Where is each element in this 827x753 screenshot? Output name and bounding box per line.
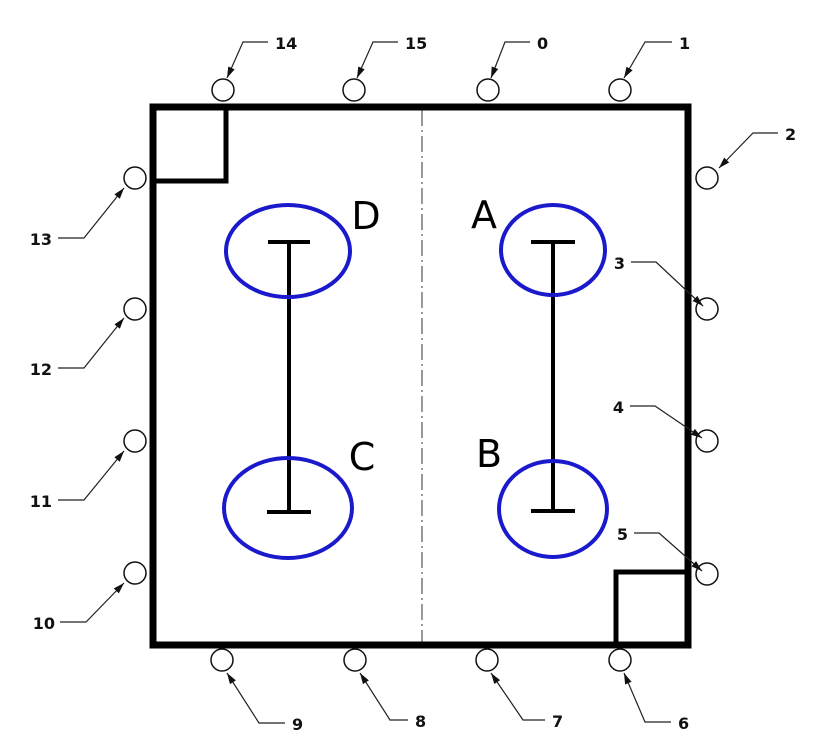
- point-6-marker: [608, 648, 632, 672]
- right-axle: [531, 240, 575, 513]
- point-7-arrowhead: [491, 673, 501, 685]
- point-12-label: 12: [30, 360, 52, 379]
- point-13-label: 13: [30, 230, 52, 249]
- chassis-frame: [149, 103, 692, 649]
- point-15-label: 15: [405, 34, 427, 53]
- point-5-arrowhead: [691, 561, 702, 571]
- point-3: 3: [614, 254, 719, 321]
- point-0-arrowhead: [491, 66, 499, 78]
- point-10-marker: [123, 561, 147, 585]
- point-7-label: 7: [552, 712, 563, 731]
- point-15-arrowhead: [357, 66, 365, 78]
- point-1-marker: [608, 78, 632, 102]
- point-6-arrowhead: [624, 673, 632, 685]
- point-14-arrowhead: [227, 66, 235, 78]
- point-9-arrowhead: [227, 673, 236, 685]
- point-1: 1: [608, 34, 690, 102]
- point-11-leader: [58, 450, 125, 501]
- point-15-marker: [342, 78, 366, 102]
- point-9-marker: [210, 648, 234, 672]
- point-10: 10: [33, 561, 147, 633]
- point-4-arrowhead: [690, 428, 702, 438]
- point-5-marker: [695, 562, 719, 586]
- point-3-arrowhead: [692, 295, 703, 306]
- point-11: 11: [30, 429, 147, 511]
- point-2-marker: [695, 166, 719, 190]
- point-4-leader: [630, 405, 703, 439]
- point-9-leader: [226, 672, 285, 724]
- point-8-marker: [343, 648, 367, 672]
- point-12-marker: [123, 297, 147, 321]
- wheel-a: [499, 203, 607, 297]
- point-2-arrowhead: [719, 157, 730, 168]
- point-9-label: 9: [292, 715, 303, 734]
- wheel-d-label: D: [351, 194, 380, 238]
- point-6: 6: [608, 648, 689, 733]
- point-3-label: 3: [614, 254, 625, 273]
- point-10-arrowhead: [113, 583, 124, 594]
- point-13: 13: [30, 166, 147, 249]
- wheel-a-label: A: [471, 193, 497, 237]
- point-14-marker: [211, 78, 235, 102]
- point-4: 4: [613, 398, 719, 453]
- point-8: 8: [343, 648, 426, 731]
- point-0-label: 0: [537, 34, 548, 53]
- wheel-c: [222, 456, 354, 560]
- point-6-leader: [623, 672, 671, 723]
- point-2-leader: [718, 132, 778, 169]
- corner-block-bottom-right: [613, 569, 688, 645]
- point-14: 14: [211, 34, 297, 102]
- point-7-marker: [475, 648, 499, 672]
- point-7-leader: [490, 672, 545, 721]
- point-2: 2: [695, 125, 796, 190]
- point-8-arrowhead: [360, 673, 369, 685]
- point-10-label: 10: [33, 614, 55, 633]
- point-5-label: 5: [617, 525, 628, 544]
- point-14-label: 14: [275, 34, 297, 53]
- left-axle: [267, 240, 311, 514]
- point-6-label: 6: [678, 714, 689, 733]
- wheel-c-label: C: [349, 435, 376, 479]
- point-1-label: 1: [679, 34, 690, 53]
- point-12-arrowhead: [114, 318, 124, 329]
- point-13-leader: [58, 187, 125, 239]
- point-11-arrowhead: [114, 451, 124, 462]
- point-10-leader: [60, 582, 125, 623]
- point-14-leader: [226, 41, 268, 79]
- wheels: A B C D: [222, 193, 609, 560]
- wheel-b-label: B: [476, 432, 502, 476]
- point-1-leader: [623, 41, 672, 79]
- point-4-marker: [695, 429, 719, 453]
- point-2-label: 2: [785, 125, 796, 144]
- point-0: 0: [476, 34, 548, 102]
- point-0-marker: [476, 78, 500, 102]
- point-12: 12: [30, 297, 147, 379]
- point-1-arrowhead: [624, 66, 633, 78]
- point-15: 15: [342, 34, 427, 102]
- point-7: 7: [475, 648, 563, 731]
- point-5-leader: [634, 532, 703, 572]
- point-0-leader: [490, 41, 530, 79]
- point-8-leader: [359, 672, 408, 721]
- point-3-leader: [631, 261, 704, 307]
- wheel-b: [497, 459, 609, 559]
- point-8-label: 8: [415, 712, 426, 731]
- point-12-leader: [58, 317, 125, 369]
- point-11-marker: [123, 429, 147, 453]
- point-13-marker: [123, 166, 147, 190]
- point-13-arrowhead: [114, 188, 124, 199]
- point-15-leader: [356, 41, 398, 79]
- point-5: 5: [617, 525, 719, 586]
- point-4-label: 4: [613, 398, 624, 417]
- corner-block-top-left: [153, 107, 229, 184]
- point-9: 9: [210, 648, 303, 734]
- point-11-label: 11: [30, 492, 52, 511]
- wheel-d: [224, 203, 352, 299]
